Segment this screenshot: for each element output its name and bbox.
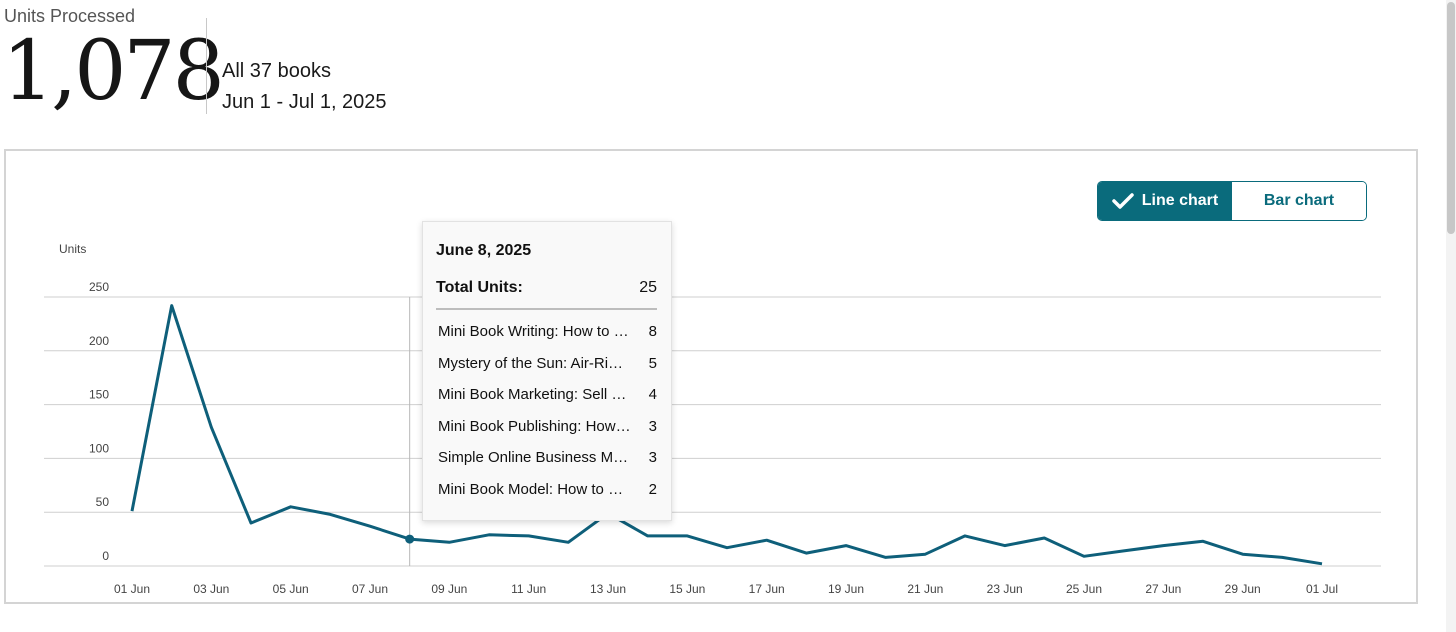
tooltip-row-title: Simple Online Business M…	[438, 449, 629, 466]
data-point[interactable]	[759, 532, 775, 548]
y-tick-label: 150	[89, 388, 109, 402]
data-point[interactable]	[997, 538, 1013, 554]
x-tick-label: 01 Jun	[114, 582, 150, 596]
scrollbar-thumb[interactable]	[1447, 2, 1455, 234]
line-chart-label: Line chart	[1141, 192, 1219, 209]
x-tick-label: 19 Jun	[828, 582, 864, 596]
x-tick-label: 23 Jun	[987, 582, 1023, 596]
y-tick-label: 200	[89, 334, 109, 348]
data-point[interactable]	[640, 528, 656, 544]
tooltip-row-value: 2	[648, 481, 657, 498]
tooltip-row-value: 3	[648, 449, 657, 466]
bar-chart-button[interactable]: Bar chart	[1232, 182, 1366, 220]
data-point[interactable]	[283, 499, 299, 515]
data-point[interactable]	[1195, 533, 1211, 549]
data-point[interactable]	[1314, 556, 1330, 572]
tooltip-row-value: 8	[648, 323, 657, 340]
data-point[interactable]	[203, 419, 219, 435]
tooltip-row-title: Mini Book Writing: How to …	[438, 323, 629, 340]
x-tick-label: 05 Jun	[273, 582, 309, 596]
tooltip-row-value: 5	[648, 355, 657, 372]
tooltip-total-value: 25	[639, 279, 657, 296]
data-point[interactable]	[1116, 543, 1132, 559]
tooltip-divider	[436, 308, 657, 310]
data-point[interactable]	[1235, 546, 1251, 562]
data-point[interactable]	[124, 503, 140, 519]
y-tick-label: 100	[89, 441, 109, 455]
x-tick-label: 01 Jul	[1306, 582, 1338, 596]
tooltip-row: Mini Book Publishing: How… 3	[438, 418, 657, 440]
chart-type-toggle: Line chart Bar chart	[1097, 181, 1367, 221]
units-processed-label: Units Processed	[4, 6, 136, 26]
tooltip-row-title: Mini Book Publishing: How…	[438, 418, 631, 435]
data-point[interactable]	[719, 540, 735, 556]
x-tick-label: 17 Jun	[749, 582, 785, 596]
page-scrollbar[interactable]	[1446, 0, 1456, 632]
data-point[interactable]	[1076, 548, 1092, 564]
tooltip-row-value: 3	[648, 418, 657, 435]
data-point[interactable]	[878, 549, 894, 565]
data-point[interactable]	[441, 534, 457, 550]
units-series-line[interactable]	[130, 304, 1323, 566]
data-point[interactable]	[679, 528, 695, 544]
y-tick-label: 50	[96, 495, 110, 509]
data-point[interactable]	[1155, 538, 1171, 554]
y-tick-label: 0	[102, 549, 109, 563]
data-point[interactable]	[957, 528, 973, 544]
x-tick-label: 07 Jun	[352, 582, 388, 596]
units-total: 1,078	[2, 24, 225, 119]
summary-divider	[206, 18, 207, 114]
data-point[interactable]	[322, 506, 338, 522]
date-range: Jun 1 - Jul 1, 2025	[222, 91, 387, 113]
x-tick-label: 25 Jun	[1066, 582, 1102, 596]
tooltip-date: June 8, 2025	[436, 242, 532, 259]
y-tick-label: 250	[89, 280, 109, 294]
x-tick-label: 13 Jun	[590, 582, 626, 596]
tooltip-row-title: Mini Book Model: How to …	[438, 481, 624, 498]
data-point[interactable]	[1274, 549, 1290, 565]
data-point[interactable]	[1036, 530, 1052, 546]
line-chart-button[interactable]: Line chart	[1098, 182, 1232, 220]
data-point[interactable]	[481, 527, 497, 543]
check-icon	[1112, 193, 1134, 209]
tooltip-row-title: Mini Book Marketing: Sell …	[438, 386, 627, 403]
data-point[interactable]	[798, 545, 814, 561]
highlighted-point[interactable]	[405, 534, 415, 544]
tooltip-row: Mini Book Marketing: Sell … 4	[438, 386, 657, 408]
tooltip-row: Mini Book Model: How to … 2	[438, 481, 657, 503]
data-point[interactable]	[521, 528, 537, 544]
tooltip-total-label: Total Units:	[436, 279, 523, 296]
y-axis-label: Units	[59, 242, 86, 256]
data-point[interactable]	[838, 538, 854, 554]
chart-panel	[4, 149, 1418, 604]
x-tick-label: 09 Jun	[431, 582, 467, 596]
tooltip-row-value: 4	[648, 386, 657, 403]
x-tick-label: 11 Jun	[511, 582, 546, 596]
books-scope: All 37 books	[222, 60, 331, 82]
data-point[interactable]	[243, 515, 259, 531]
x-tick-label: 03 Jun	[193, 582, 229, 596]
bar-chart-label: Bar chart	[1263, 192, 1335, 209]
data-point[interactable]	[560, 534, 576, 550]
tooltip-row: Simple Online Business M… 3	[438, 449, 657, 471]
tooltip-row: Mini Book Writing: How to … 8	[438, 323, 657, 345]
chart-tooltip: June 8, 2025 Total Units: 25 Mini Book W…	[422, 221, 672, 521]
x-tick-label: 15 Jun	[669, 582, 705, 596]
data-point[interactable]	[362, 518, 378, 534]
x-tick-label: 29 Jun	[1225, 582, 1261, 596]
tooltip-row-title: Mystery of the Sun: Air-Ri…	[438, 355, 624, 372]
data-point[interactable]	[917, 546, 933, 562]
x-tick-label: 21 Jun	[907, 582, 943, 596]
data-point[interactable]	[164, 298, 180, 314]
tooltip-row: Mystery of the Sun: Air-Ri… 5	[438, 355, 657, 377]
x-tick-label: 27 Jun	[1145, 582, 1181, 596]
